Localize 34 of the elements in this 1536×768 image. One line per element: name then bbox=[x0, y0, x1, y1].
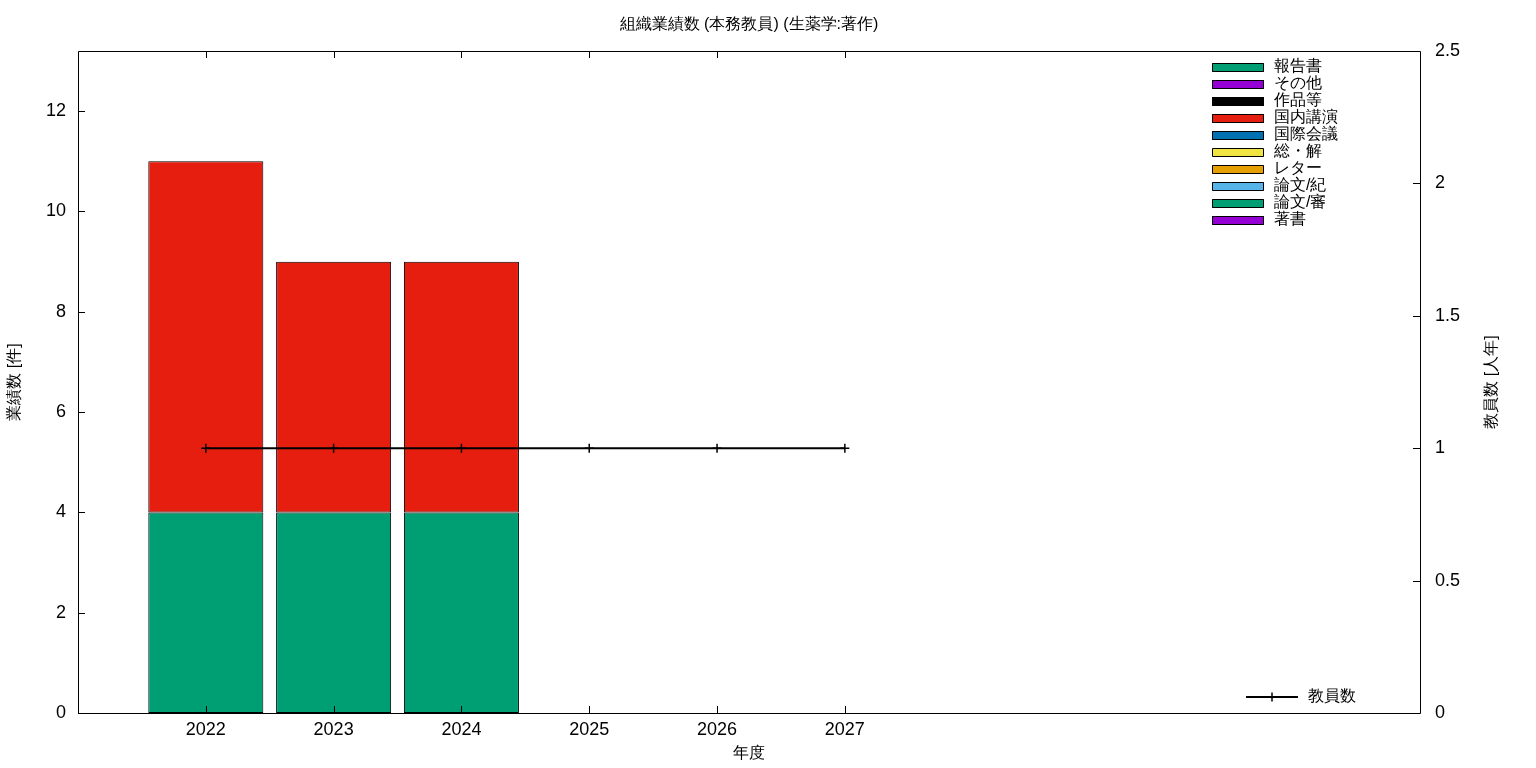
legend-label: 作品等 bbox=[1273, 91, 1322, 109]
y-tick-label: 4 bbox=[55, 501, 66, 522]
y-tick-label: 8 bbox=[55, 300, 66, 321]
y2-tick-label: 0 bbox=[1435, 701, 1446, 722]
y-tick-label: 0 bbox=[55, 701, 66, 722]
y2-tick-label: 2.5 bbox=[1435, 39, 1461, 60]
y2-tick-label: 1.5 bbox=[1435, 304, 1461, 325]
chart-title: 組織業績数 (本務教員) (生薬学:著作) bbox=[618, 15, 879, 33]
legend-label: 総・解 bbox=[1273, 142, 1322, 160]
legend-label: 教員数 bbox=[1308, 687, 1356, 705]
legend-label: 国際会議 bbox=[1274, 125, 1338, 143]
x-axis-title: 年度 bbox=[733, 744, 765, 762]
y-tick-label: 6 bbox=[55, 401, 66, 422]
legend-label: その他 bbox=[1274, 74, 1322, 92]
legend-label: 国内講演 bbox=[1274, 108, 1338, 126]
x-tick-label: 2022 bbox=[185, 718, 226, 739]
y-axis-title: 業績数 [件] bbox=[5, 343, 23, 421]
y-tick-label: 12 bbox=[45, 100, 66, 121]
x-tick-label: 2024 bbox=[441, 718, 482, 739]
y-tick-label: 2 bbox=[55, 601, 66, 622]
x-tick-label: 2027 bbox=[824, 718, 865, 739]
y2-tick-label: 1 bbox=[1435, 437, 1446, 458]
x-tick-label: 2025 bbox=[569, 718, 610, 739]
legend-label: 論文/審 bbox=[1274, 193, 1327, 211]
y2-tick-label: 0.5 bbox=[1435, 569, 1461, 590]
y2-tick-label: 2 bbox=[1435, 172, 1446, 193]
legend-label: 著書 bbox=[1274, 210, 1306, 228]
x-tick-label: 2023 bbox=[313, 718, 354, 739]
y2-axis-title: 教員数 [人年] bbox=[1482, 335, 1500, 429]
legend-label: 論文/紀 bbox=[1274, 176, 1327, 194]
legend-label: レター bbox=[1274, 159, 1322, 177]
x-tick-label: 2026 bbox=[697, 718, 738, 739]
y-tick-label: 10 bbox=[45, 200, 66, 221]
legend-label: 報告書 bbox=[1274, 57, 1322, 75]
